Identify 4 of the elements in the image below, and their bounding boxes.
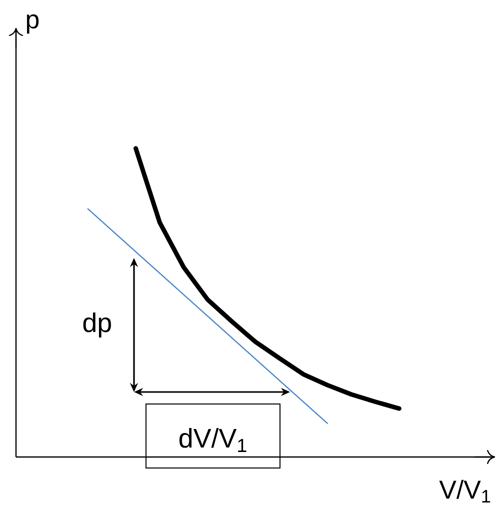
- x-axis-title: V/V$_{1}$: [439, 480, 490, 503]
- y-axis-title: p: [26, 14, 39, 34]
- annotation: dV/V$_{1}$: [179, 428, 246, 452]
- annotation: dp: [83, 312, 111, 338]
